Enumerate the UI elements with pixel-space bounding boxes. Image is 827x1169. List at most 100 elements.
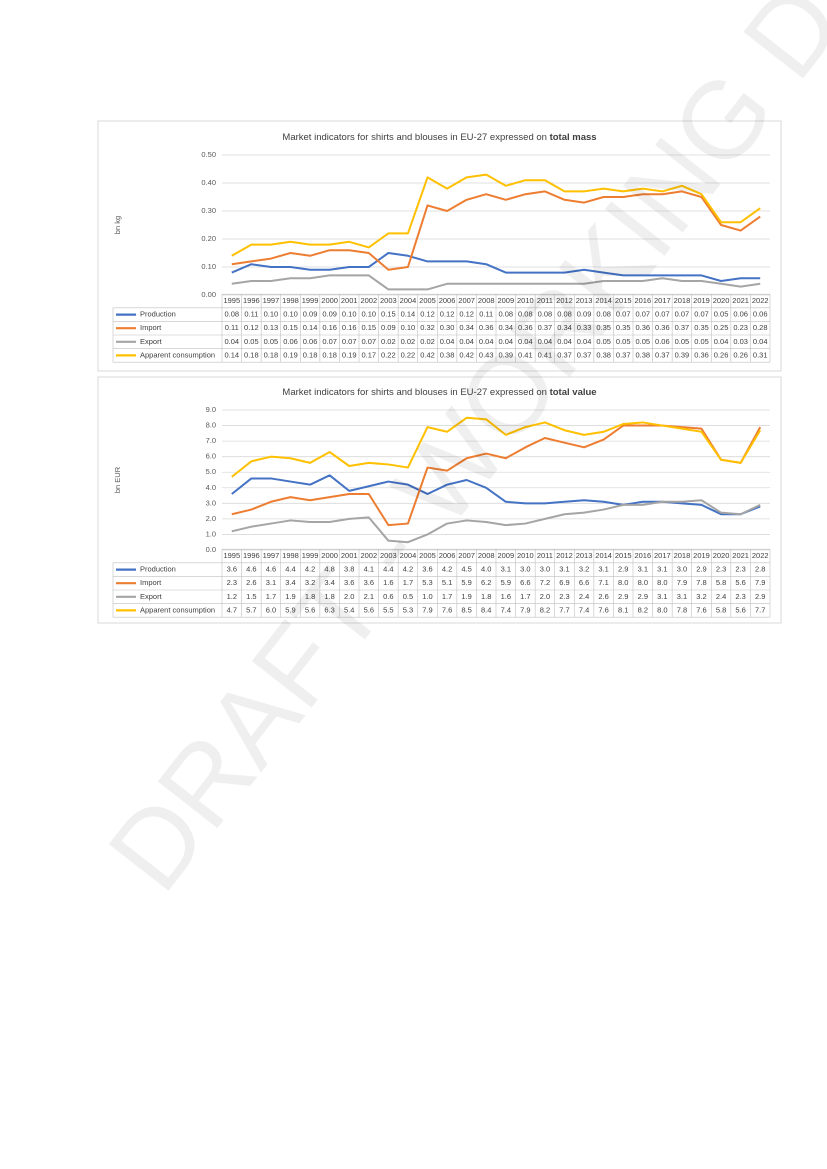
table-cell: 0.08 <box>596 310 611 319</box>
table-cell: 0.08 <box>224 310 239 319</box>
table-cell: 0.38 <box>596 350 611 359</box>
table-cell: 0.34 <box>498 323 513 332</box>
table-cell: 0.37 <box>557 350 572 359</box>
table-cell: 0.35 <box>596 323 611 332</box>
table-cell: 1.7 <box>266 592 276 601</box>
table-cell: 7.9 <box>520 605 530 614</box>
table-cell: 5.4 <box>344 605 354 614</box>
table-cell: 0.14 <box>401 310 416 319</box>
x-tick-label: 2006 <box>439 551 456 560</box>
table-cell: 3.6 <box>227 565 237 574</box>
legend-label: Export <box>140 592 163 601</box>
x-tick-label: 2021 <box>732 551 749 560</box>
table-cell: 0.05 <box>616 337 631 346</box>
y-tick-label: 9.0 <box>206 405 216 414</box>
table-cell: 5.7 <box>246 605 256 614</box>
table-cell: 0.02 <box>420 337 435 346</box>
table-cell: 0.12 <box>420 310 435 319</box>
x-tick-label: 2000 <box>321 296 338 305</box>
x-tick-label: 1996 <box>243 551 260 560</box>
table-cell: 0.07 <box>655 310 670 319</box>
table-cell: 0.04 <box>518 337 533 346</box>
x-tick-label: 1999 <box>302 551 319 560</box>
table-cell: 1.5 <box>246 592 256 601</box>
table-cell: 0.05 <box>244 337 259 346</box>
table-cell: 3.6 <box>344 578 354 587</box>
x-tick-label: 1999 <box>302 296 319 305</box>
x-tick-label: 2012 <box>556 551 573 560</box>
table-cell: 6.2 <box>481 578 491 587</box>
table-cell: 7.6 <box>598 605 608 614</box>
table-cell: 5.6 <box>364 605 374 614</box>
table-cell: 0.06 <box>753 310 768 319</box>
chart: Market indicators for shirts and blouses… <box>97 376 782 624</box>
table-cell: 0.19 <box>342 350 357 359</box>
table-cell: 0.28 <box>753 323 768 332</box>
title-emphasis: total mass <box>550 132 597 143</box>
table-cell: 6.0 <box>266 605 276 614</box>
y-tick-label: 0.20 <box>201 234 216 243</box>
table-cell: 2.9 <box>696 565 706 574</box>
y-tick-label: 4.0 <box>206 483 216 492</box>
x-tick-label: 1997 <box>263 296 280 305</box>
table-cell: 7.7 <box>559 605 569 614</box>
table-cell: 0.19 <box>283 350 298 359</box>
table-cell: 1.9 <box>461 592 471 601</box>
x-tick-label: 1997 <box>263 551 280 560</box>
table-cell: 0.6 <box>383 592 393 601</box>
table-cell: 4.7 <box>227 605 237 614</box>
x-tick-label: 2015 <box>615 551 632 560</box>
x-tick-label: 2017 <box>654 296 671 305</box>
y-tick-label: 2.0 <box>206 514 216 523</box>
x-tick-label: 2011 <box>537 296 553 305</box>
x-tick-label: 2018 <box>674 551 691 560</box>
table-cell: 0.37 <box>577 350 592 359</box>
table-cell: 8.1 <box>618 605 628 614</box>
table-cell: 4.4 <box>285 565 295 574</box>
x-tick-label: 2007 <box>458 296 475 305</box>
table-cell: 0.07 <box>342 337 357 346</box>
legend-label: Production <box>140 565 176 574</box>
table-cell: 0.05 <box>635 337 650 346</box>
table-cell: 0.37 <box>675 323 690 332</box>
legend-label: Apparent consumption <box>140 350 215 359</box>
table-cell: 3.6 <box>422 565 432 574</box>
chart: Market indicators for shirts and blouses… <box>97 120 782 372</box>
table-cell: 3.4 <box>324 578 334 587</box>
table-cell: 0.36 <box>635 323 650 332</box>
table-cell: 0.06 <box>303 337 318 346</box>
table-cell: 0.10 <box>361 310 376 319</box>
x-tick-label: 2001 <box>341 296 358 305</box>
table-cell: 1.7 <box>442 592 452 601</box>
table-cell: 0.04 <box>714 337 729 346</box>
table-cell: 1.9 <box>285 592 295 601</box>
table-cell: 8.0 <box>638 578 648 587</box>
table-cell: 0.14 <box>224 350 239 359</box>
title-emphasis: total value <box>550 387 597 398</box>
x-tick-label: 2012 <box>556 296 573 305</box>
x-tick-label: 2008 <box>478 296 495 305</box>
x-tick-label: 2002 <box>360 551 377 560</box>
table-cell: 5.6 <box>305 605 315 614</box>
y-tick-label: 7.0 <box>206 436 216 445</box>
table-cell: 0.10 <box>401 323 416 332</box>
x-tick-label: 2003 <box>380 551 397 560</box>
table-cell: 0.37 <box>655 350 670 359</box>
table-cell: 0.04 <box>224 337 239 346</box>
table-cell: 7.8 <box>696 578 706 587</box>
table-cell: 7.7 <box>755 605 765 614</box>
table-cell: 5.3 <box>403 605 413 614</box>
table-cell: 0.37 <box>616 350 631 359</box>
table-cell: 5.8 <box>716 605 726 614</box>
table-cell: 0.02 <box>401 337 416 346</box>
table-cell: 3.1 <box>638 565 648 574</box>
legend-label: Import <box>140 578 162 587</box>
table-cell: 2.3 <box>559 592 569 601</box>
table-cell: 3.1 <box>657 592 667 601</box>
table-cell: 0.05 <box>675 337 690 346</box>
table-cell: 5.6 <box>735 605 745 614</box>
title-text: Market indicators for shirts and blouses… <box>282 387 547 398</box>
table-cell: 2.1 <box>364 592 374 601</box>
table-cell: 0.07 <box>361 337 376 346</box>
